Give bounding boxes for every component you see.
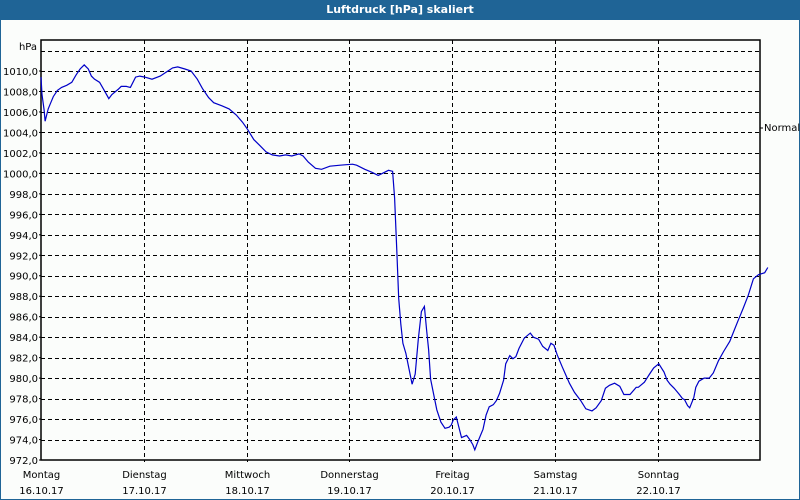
y-tick-label: 972,0 [9, 456, 38, 467]
x-axis-labels: Montag 16.10.17 Dienstag 17.10.17 Mittwoch 18… [19, 470, 681, 497]
y-tick-label: 1006,0 [3, 108, 38, 119]
x-tick-day-label: Dienstag [122, 470, 167, 481]
y-axis-unit-label: hPa [19, 42, 37, 53]
y-tick-label: 982,0 [9, 354, 38, 365]
x-tick-date-label: 22.10.17 [636, 486, 681, 497]
grid-lines [39, 40, 760, 462]
y-axis-labels: 1010,0 1008,0 1006,0 1004,0 1002,0 1000,0 998,… [3, 67, 38, 467]
y-tick-label: 986,0 [9, 313, 38, 324]
y-tick-label: 1000,0 [3, 169, 38, 180]
x-tick-date-label: 17.10.17 [122, 486, 167, 497]
y-tick-label: 990,0 [9, 272, 38, 283]
y-tick-label: 1002,0 [3, 149, 38, 160]
x-tick-date-label: 21.10.17 [533, 486, 578, 497]
chart-title: Luftdruck [hPa] skaliert [326, 3, 474, 16]
x-tick-day-label: Mittwoch [225, 470, 270, 481]
normal-marker-label: Normal [764, 123, 800, 134]
y-tick-label: 978,0 [9, 395, 38, 406]
plot-frame [40, 39, 761, 461]
y-tick-label: 996,0 [9, 210, 38, 221]
x-tick-day-label: Freitag [435, 470, 469, 481]
y-tick-label: 976,0 [9, 415, 38, 426]
x-tick-date-label: 19.10.17 [327, 486, 372, 497]
y-tick-label: 1008,0 [3, 87, 38, 98]
x-tick-date-label: 20.10.17 [430, 486, 475, 497]
x-tick-date-label: 16.10.17 [19, 486, 64, 497]
pressure-line [40, 64, 769, 452]
y-tick-label: 974,0 [9, 436, 38, 447]
y-tick-label: 994,0 [9, 231, 38, 242]
x-tick-day-label: Montag [23, 470, 60, 481]
y-tick-label: 998,0 [9, 190, 38, 201]
y-tick-label: 980,0 [9, 374, 38, 385]
y-tick-label: 992,0 [9, 251, 38, 262]
y-tick-label: 988,0 [9, 292, 38, 303]
y-tick-label: 1010,0 [3, 67, 38, 78]
y-tick-label: 984,0 [9, 333, 38, 344]
x-tick-date-label: 18.10.17 [225, 486, 270, 497]
x-tick-day-label: Samstag [534, 470, 578, 481]
x-tick-day-label: Donnerstag [320, 470, 378, 481]
y-tick-label: 1004,0 [3, 128, 38, 139]
x-tick-day-label: Sonntag [638, 470, 680, 481]
chart-title-bar: Luftdruck [hPa] skaliert [0, 0, 800, 20]
